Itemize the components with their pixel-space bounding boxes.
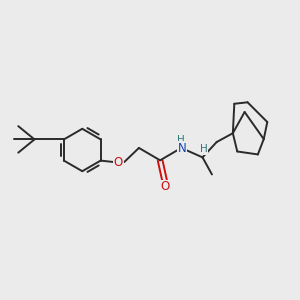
Text: H: H (177, 135, 184, 145)
Text: N: N (178, 142, 186, 155)
Text: O: O (160, 180, 169, 193)
Text: H: H (200, 144, 208, 154)
Text: O: O (114, 156, 123, 169)
